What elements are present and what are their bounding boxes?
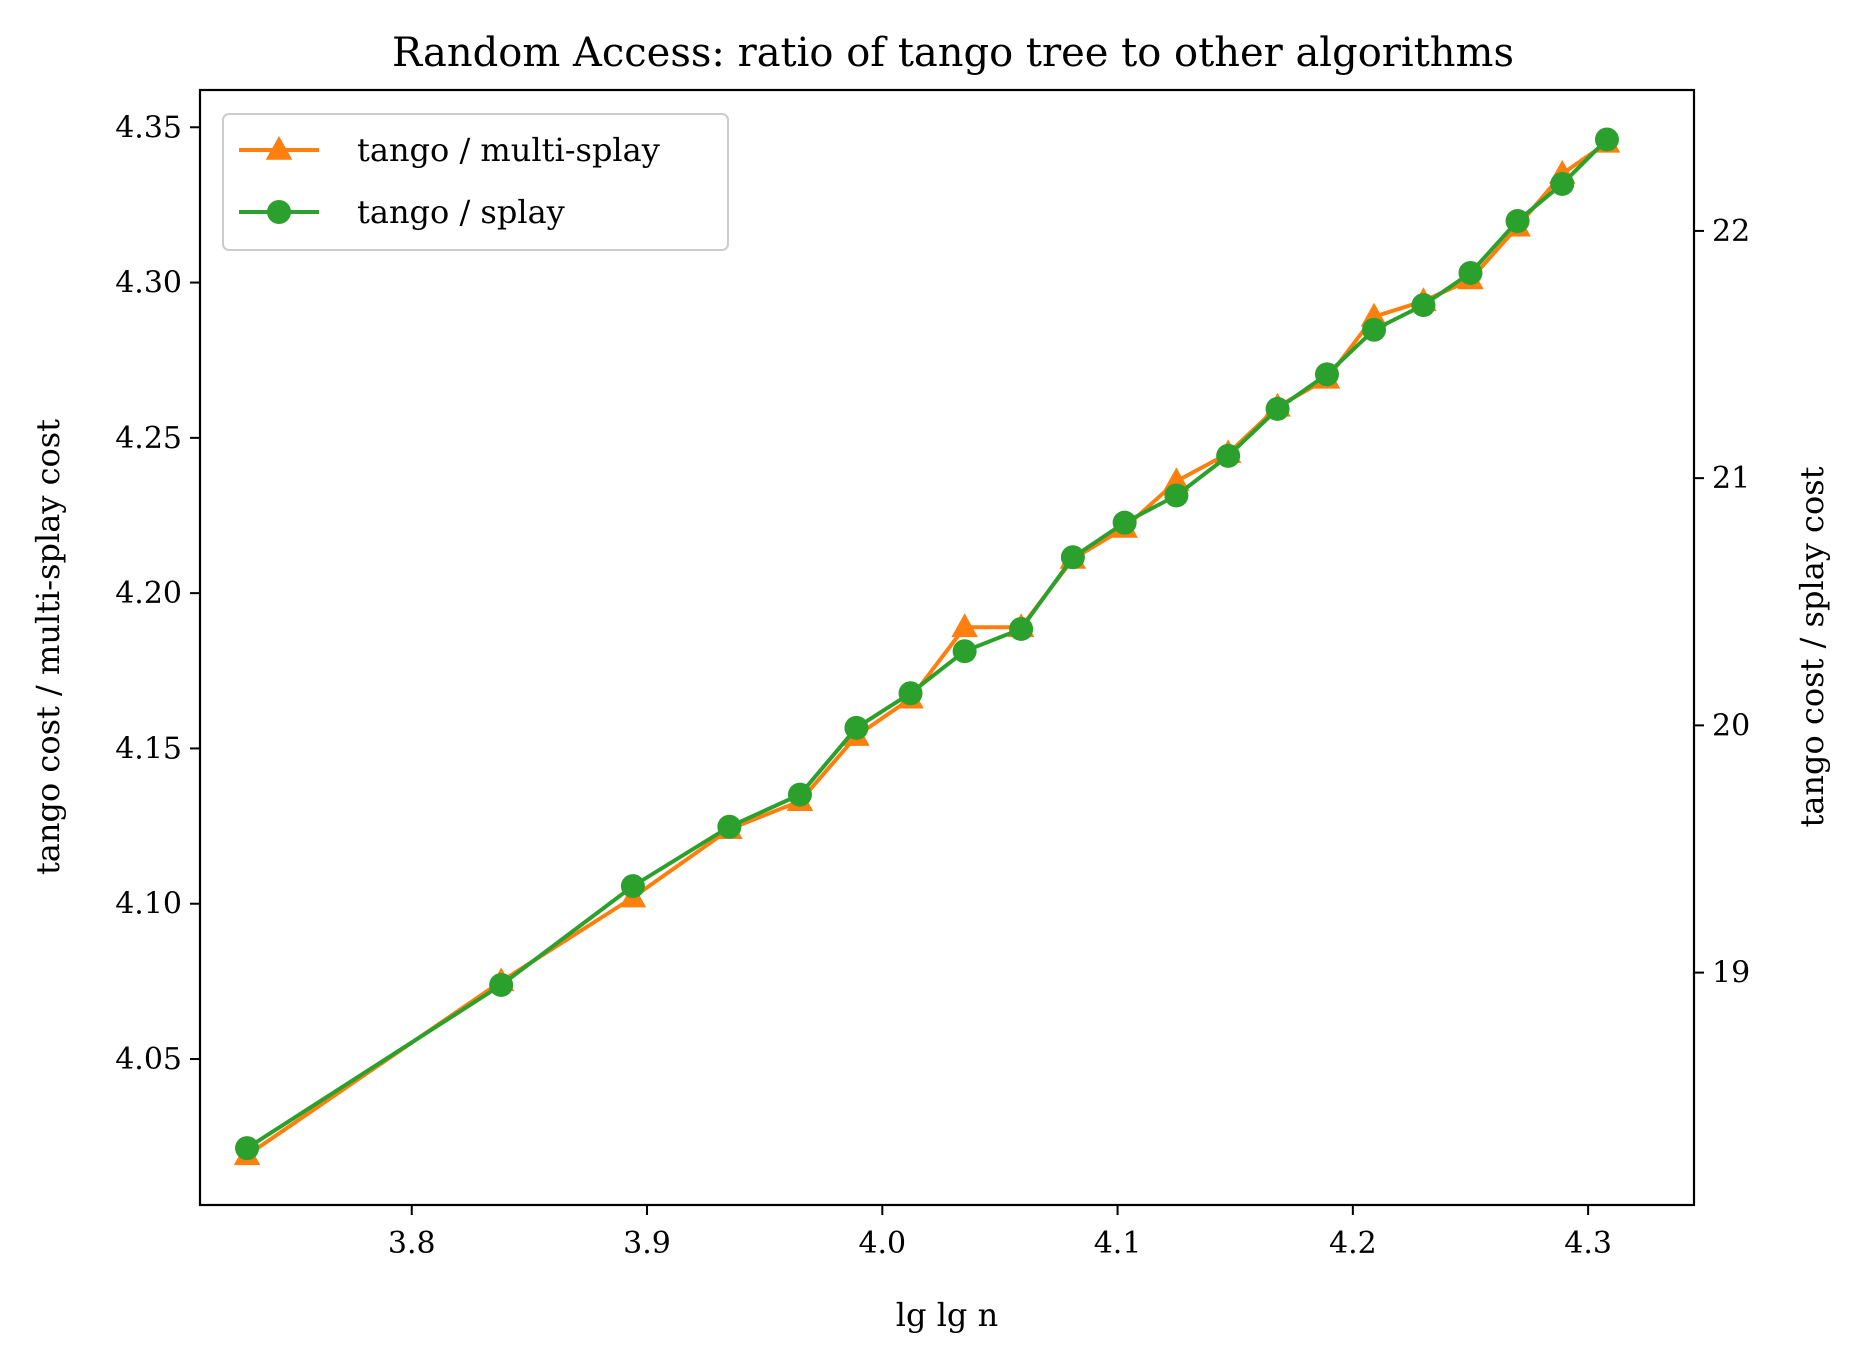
legend-label: tango / multi-splay — [357, 131, 660, 169]
x-tick-label: 4.2 — [1329, 1226, 1377, 1261]
y-right-tick-label: 22 — [1712, 214, 1750, 249]
x-tick-label: 4.1 — [1094, 1226, 1142, 1261]
x-tick-label: 3.9 — [623, 1226, 671, 1261]
y-axis-right-label: tango cost / splay cost — [1793, 466, 1831, 827]
y-right-tick-label: 19 — [1712, 956, 1750, 991]
data-point — [1411, 293, 1436, 318]
legend-box — [222, 113, 729, 251]
data-point — [1505, 209, 1530, 234]
legend-entry: tango / multi-splay — [239, 131, 660, 169]
data-point — [787, 782, 812, 807]
data-point — [620, 874, 645, 899]
data-point — [489, 972, 514, 997]
series-2 — [235, 127, 1619, 1161]
y-left-tick-label: 4.30 — [115, 266, 182, 301]
y-axis-left: 4.05 4.10 4.15 4.20 4.25 4.30 4.35 — [115, 110, 200, 1077]
data-point — [1216, 443, 1241, 468]
legend-entry: tango / splay — [239, 193, 565, 231]
y-left-tick-label: 4.25 — [115, 421, 182, 456]
data-point — [1163, 467, 1190, 492]
legend-marker — [267, 200, 291, 224]
y-right-tick-label: 20 — [1712, 708, 1750, 743]
y-right-tick-label: 21 — [1712, 461, 1750, 496]
plot-area — [233, 127, 1621, 1166]
data-point — [1060, 545, 1085, 570]
data-point — [1265, 396, 1290, 421]
data-point — [1164, 483, 1189, 508]
data-point — [1550, 171, 1575, 196]
data-point — [717, 814, 742, 839]
legend-label: tango / splay — [357, 193, 565, 231]
y-left-tick-label: 4.10 — [115, 887, 182, 922]
y-left-tick-label: 4.20 — [115, 576, 182, 611]
legend-marker — [265, 136, 293, 160]
x-axis: 3.8 3.9 4.0 4.1 4.2 4.3 — [388, 1205, 1612, 1261]
y-left-tick-label: 4.15 — [115, 731, 182, 766]
y-axis-right: 19 20 21 22 — [1694, 214, 1750, 991]
x-tick-label: 4.3 — [1564, 1226, 1612, 1261]
plot-frame — [198, 88, 1696, 1207]
data-point — [844, 715, 869, 740]
x-tick-label: 3.8 — [388, 1226, 436, 1261]
data-point — [951, 613, 978, 638]
data-point — [1362, 317, 1387, 342]
y-axis-left-label: tango cost / multi-splay cost — [29, 419, 67, 875]
data-point — [1458, 260, 1483, 285]
data-point — [1112, 510, 1137, 535]
data-point — [898, 681, 923, 706]
y-left-tick-label: 4.05 — [115, 1042, 182, 1077]
data-point — [235, 1136, 260, 1161]
x-axis-label: lg lg n — [896, 1296, 998, 1334]
x-tick-label: 4.0 — [858, 1226, 906, 1261]
chart-title: Random Access: ratio of tango tree to ot… — [392, 30, 1514, 76]
y-left-tick-label: 4.35 — [115, 110, 182, 145]
data-point — [1594, 127, 1619, 152]
data-point — [1009, 616, 1034, 641]
data-point — [952, 639, 977, 664]
legend: tango / multi-splay tango / splay — [222, 113, 729, 251]
data-point — [1314, 362, 1339, 387]
